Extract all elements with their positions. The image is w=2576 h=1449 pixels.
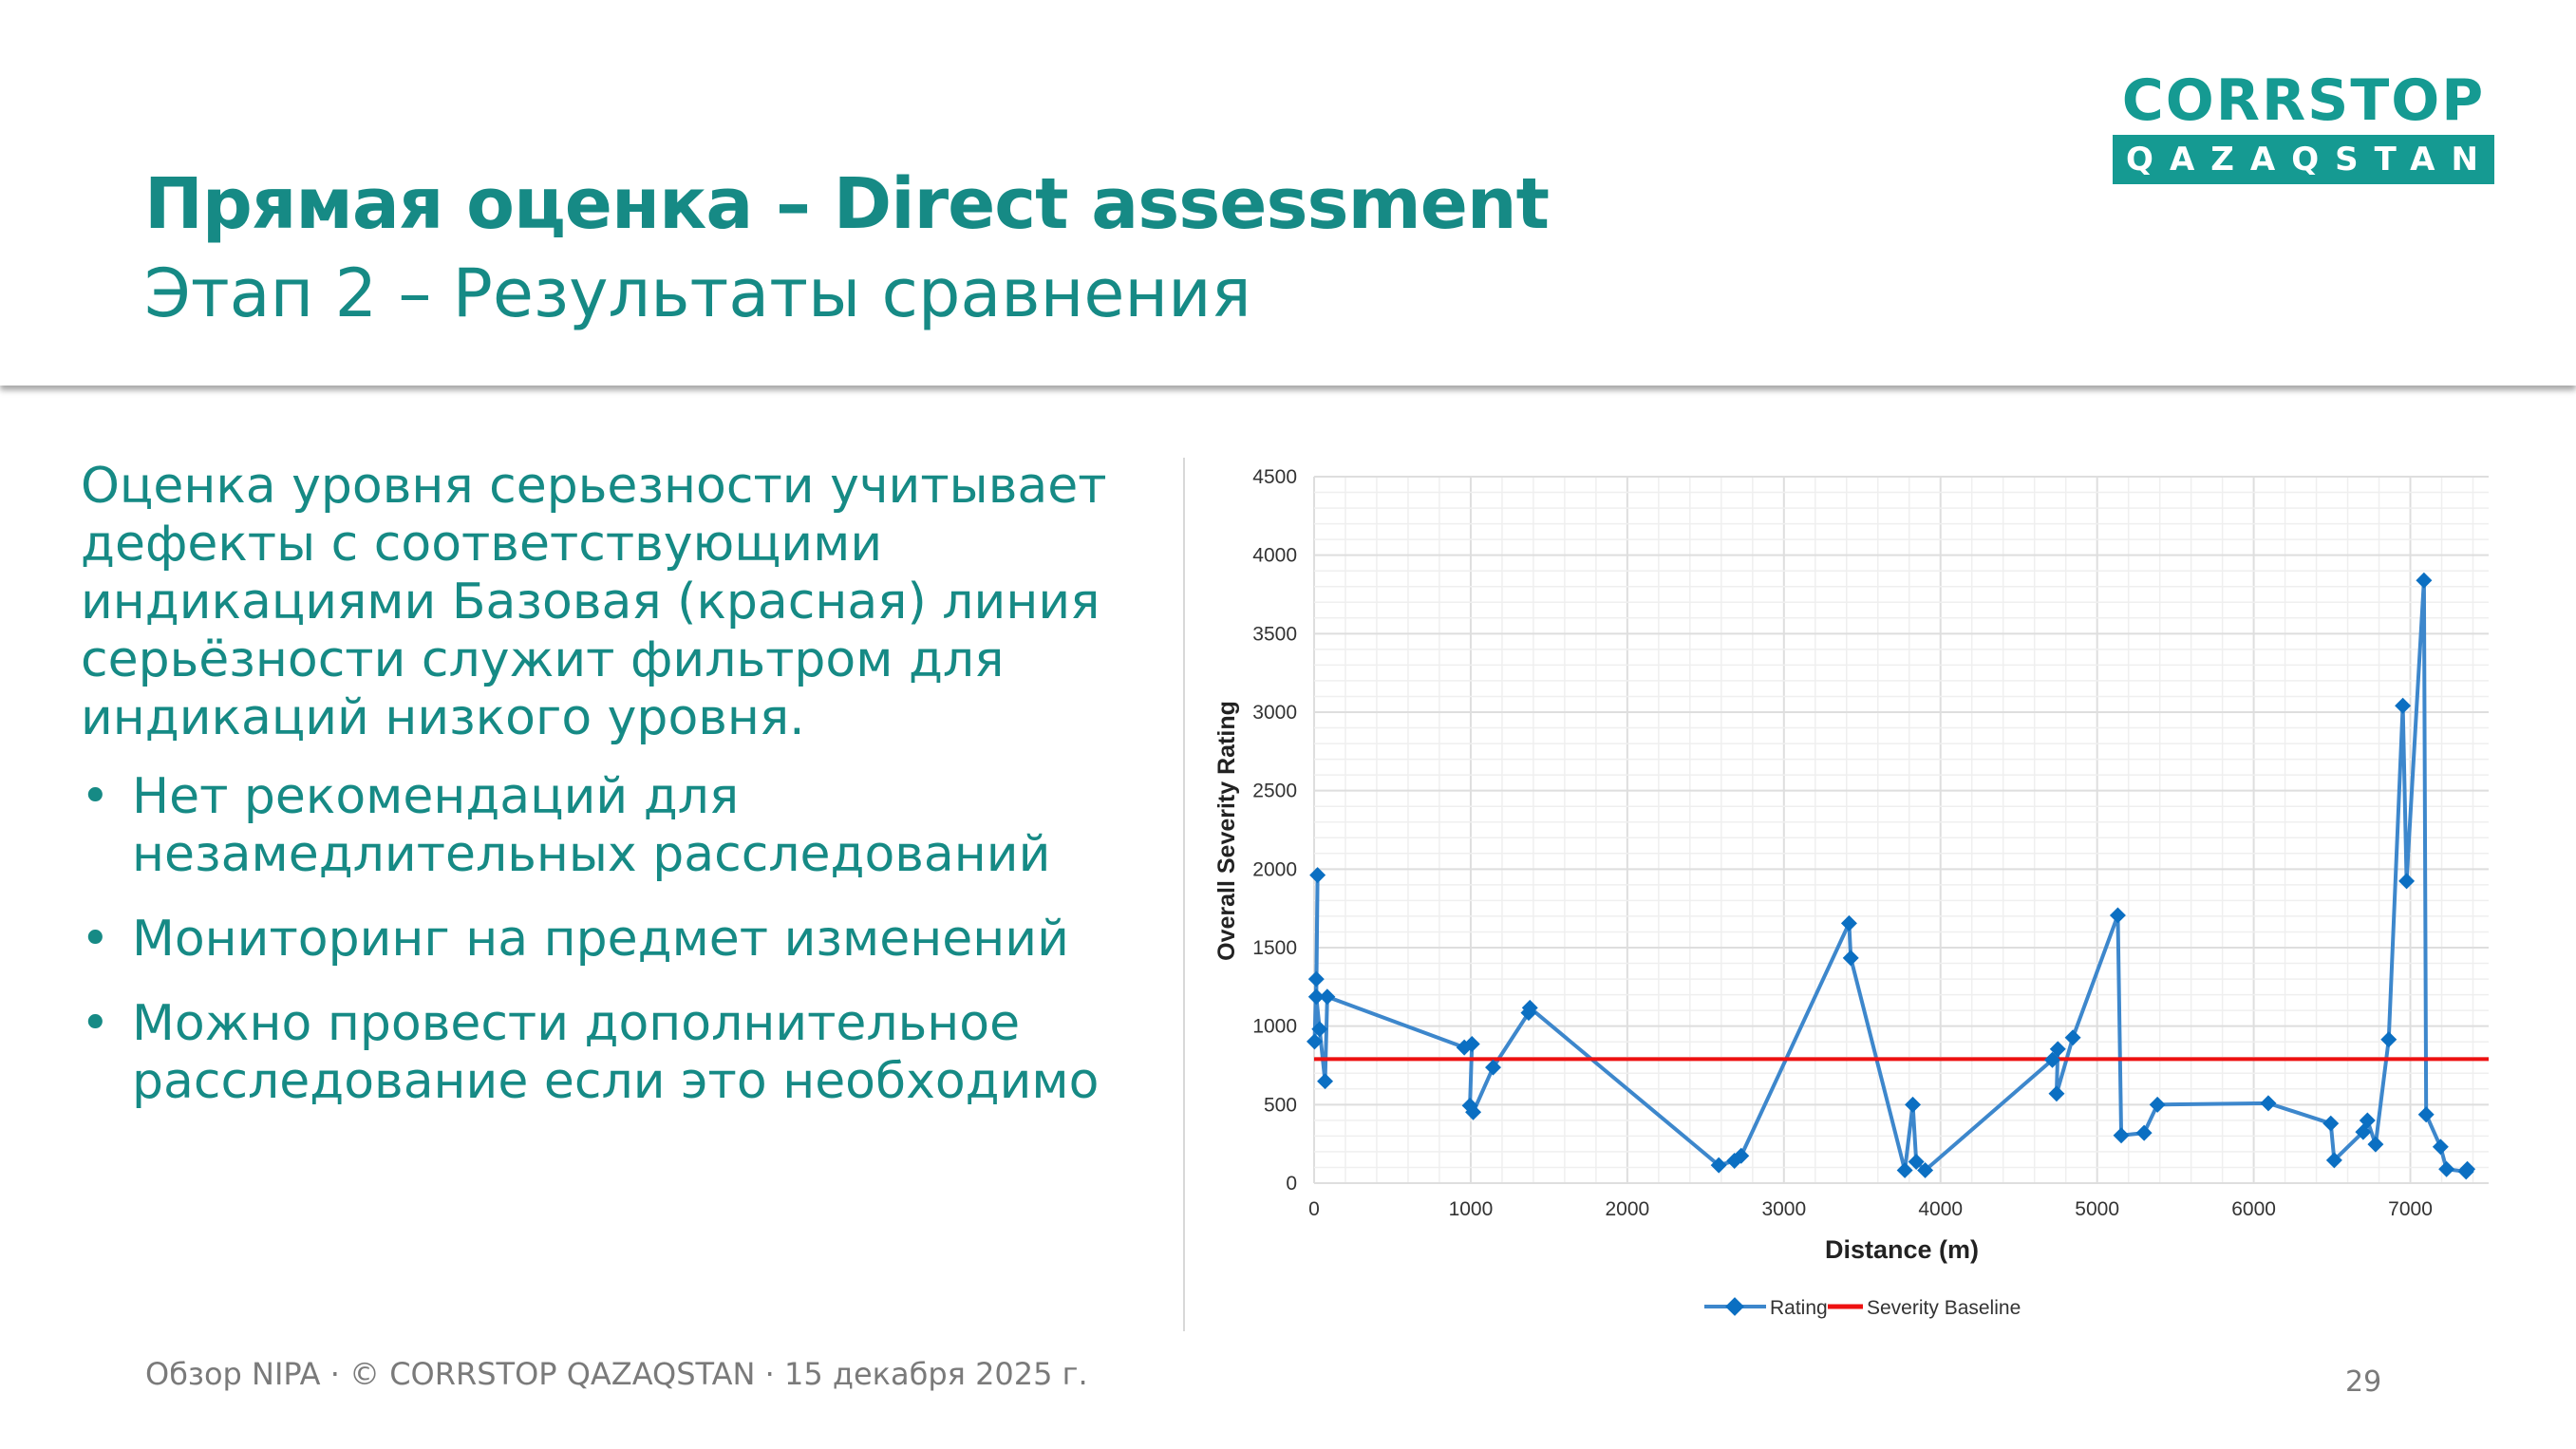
logo-bottom-text: QAZAQSTAN <box>2113 135 2494 184</box>
y-tick-label: 3500 <box>1252 623 1297 645</box>
y-tick-label: 0 <box>1286 1173 1297 1195</box>
slide-subtitle: Этап 2 – Результаты сравнения <box>144 254 1251 332</box>
footer-text: Обзор NIPA · © CORRSTOP QAZAQSTAN · 15 д… <box>145 1356 1088 1392</box>
slide-header: Прямая оценка – Direct assessment Этап 2… <box>0 0 2576 386</box>
y-tick-label: 1500 <box>1252 937 1297 959</box>
rating-point <box>2380 1031 2397 1048</box>
x-tick-label: 2000 <box>1606 1198 1650 1220</box>
logo-top-text: CORRSTOP <box>2121 67 2486 134</box>
grid <box>1313 476 2489 1184</box>
rating-point <box>2432 1138 2449 1156</box>
rating-point <box>1485 1059 1502 1076</box>
x-tick-label: 7000 <box>2388 1198 2433 1220</box>
rating-point <box>1842 950 1859 967</box>
rating-point <box>2048 1085 2065 1102</box>
rating-point <box>1319 988 1336 1006</box>
rating-point <box>1733 1147 1750 1164</box>
rating-point <box>1317 1073 1334 1090</box>
bullet-list: • Нет рекомендаций для незамедлительных р… <box>81 768 1173 1111</box>
rating-point <box>2260 1095 2277 1112</box>
rating-point <box>2064 1029 2081 1046</box>
tick-labels: 0 1000 2000 3000 4000 5000 6000 7000 0 500 1000 150… <box>1252 466 2433 1220</box>
bullet-item: • Можно провести дополнительное расследов… <box>81 995 1100 1110</box>
x-axis-label: Distance (m) <box>1825 1235 1979 1264</box>
x-tick-label: 4000 <box>1918 1198 1963 1220</box>
rating-point <box>1908 1154 1925 1170</box>
rating-point <box>2135 1124 2153 1141</box>
rating-point <box>1465 1103 1482 1120</box>
rating-point <box>2395 697 2412 714</box>
y-axis-label: Overall Severity Rating <box>1213 701 1240 961</box>
y-tick-label: 2000 <box>1252 858 1297 880</box>
x-tick-label: 5000 <box>2075 1198 2119 1220</box>
body-text: Оценка уровня серьезности учитывает дефе… <box>81 458 1173 1138</box>
rating-line <box>1312 578 2470 1174</box>
bullet-icon: • <box>81 995 110 1052</box>
y-tick-label: 500 <box>1264 1094 1297 1116</box>
rating-point <box>1521 999 1538 1016</box>
bullet-icon: • <box>81 911 110 968</box>
legend: Rating Severity Baseline <box>1704 1297 2021 1319</box>
y-tick-label: 3000 <box>1252 702 1297 724</box>
severity-chart: 0 1000 2000 3000 4000 5000 6000 7000 0 500 1000 150… <box>1187 446 2554 1333</box>
rating-point <box>1917 1161 1934 1178</box>
page-number: 29 <box>2345 1365 2382 1399</box>
rating-point <box>1840 914 1857 932</box>
series <box>1307 572 2489 1180</box>
rating-point <box>1307 970 1325 988</box>
y-tick-label: 2500 <box>1252 781 1297 802</box>
rating-point <box>2113 1127 2130 1144</box>
bullet-item: • Нет рекомендаций для незамедлительных р… <box>81 768 1051 883</box>
rating-point <box>2044 1051 2060 1068</box>
intro-paragraph: Оценка уровня серьезности учитывает дефе… <box>81 458 1107 746</box>
legend-rating-marker <box>1725 1297 1744 1316</box>
bullet-icon: • <box>81 768 110 825</box>
rating-point <box>2459 1160 2476 1177</box>
y-tick-label: 1000 <box>1252 1016 1297 1038</box>
rating-point <box>2322 1115 2340 1132</box>
rating-point <box>2109 907 2126 924</box>
rating-point <box>1896 1161 1913 1178</box>
y-tick-label: 4000 <box>1252 545 1297 567</box>
rating-point <box>2438 1160 2455 1177</box>
corrstop-logo: CORRSTOP QAZAQSTAN <box>2113 70 2494 184</box>
chart-svg: 0 1000 2000 3000 4000 5000 6000 7000 0 500 1000 150… <box>1213 466 2489 1319</box>
x-tick-label: 0 <box>1308 1198 1320 1220</box>
legend-baseline-label: Severity Baseline <box>1867 1297 2021 1319</box>
legend-rating-label: Rating <box>1770 1297 1828 1319</box>
rating-point <box>1307 1033 1323 1050</box>
x-tick-label: 6000 <box>2231 1198 2276 1220</box>
rating-point <box>2416 572 2433 589</box>
x-tick-label: 3000 <box>1761 1198 1806 1220</box>
y-tick-label: 4500 <box>1252 466 1297 488</box>
rating-point <box>1905 1096 1922 1113</box>
rating-point <box>2417 1106 2435 1123</box>
rating-point <box>2367 1136 2384 1153</box>
slide-title: Прямая оценка – Direct assessment <box>144 163 1550 245</box>
rating-point <box>2149 1096 2166 1113</box>
rating-point <box>2398 873 2416 890</box>
divider <box>1183 458 1185 1331</box>
bullet-item: • Мониторинг на предмет изменений <box>81 911 1069 968</box>
x-tick-label: 1000 <box>1449 1198 1494 1220</box>
